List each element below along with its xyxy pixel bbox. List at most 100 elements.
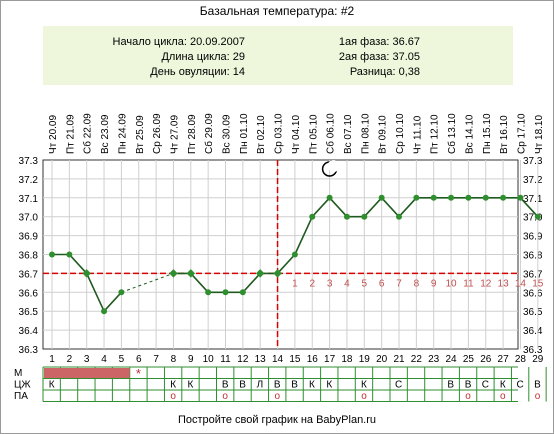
temperature-line-segment	[329, 197, 348, 218]
temperature-point-marked	[169, 269, 178, 278]
y-tick-label-left: 36.9	[19, 232, 39, 243]
phase-day-number: 11	[463, 278, 474, 289]
mucus-mark: В	[239, 380, 246, 391]
date-label: Пт 12.10	[430, 114, 441, 154]
menstruation-bar	[44, 368, 130, 378]
phase-day-number: 8	[414, 278, 420, 289]
temperature-line-segment	[363, 197, 383, 218]
day-number-label: 12	[237, 354, 249, 365]
day-number-label: 14	[272, 354, 284, 365]
date-label: Пт 21.09	[65, 114, 76, 154]
date-label: Пт 05.10	[308, 114, 319, 154]
test-mark: о	[500, 391, 506, 402]
day-number-label: 26	[480, 354, 492, 365]
mucus-mark: С	[482, 380, 489, 391]
phase1-temp-label: 1ая фаза: 36.67	[338, 36, 420, 48]
date-label: Вс 30.09	[222, 114, 233, 154]
day-number-label: 23	[428, 354, 440, 365]
date-label: Пн 15.10	[482, 113, 493, 154]
date-label: Вс 14.10	[464, 114, 475, 154]
temperature-line-segment	[190, 272, 209, 293]
day-number-label: 4	[101, 354, 107, 365]
mucus-mark: К	[188, 380, 194, 391]
temperature-line-segment	[85, 273, 105, 312]
temperature-point	[66, 251, 73, 258]
temperature-point-marked	[186, 269, 196, 278]
temperature-point	[101, 308, 108, 315]
temperature-point	[396, 213, 402, 220]
y-tick-label-right: 37.0	[523, 213, 543, 224]
day-number-label: 10	[203, 354, 215, 365]
temperature-point	[448, 194, 455, 201]
phase-day-number: 13	[498, 278, 510, 289]
date-label: Вс 23.09	[100, 114, 111, 154]
star-icon: *	[136, 366, 141, 381]
phase-day-number: 14	[515, 278, 527, 289]
temperature-line-segment	[242, 272, 261, 293]
temperature-point-marked	[82, 269, 91, 278]
day-number-label: 18	[341, 354, 353, 365]
day-number-label: 21	[393, 354, 405, 365]
day-number-label: 25	[463, 354, 475, 365]
date-label: Вт 25.09	[135, 115, 146, 154]
y-tick-label-left: 36.8	[19, 251, 39, 262]
date-label: Вт 09.10	[378, 115, 389, 154]
y-tick-label-left: 37.3	[19, 156, 39, 167]
test-mark: о	[222, 391, 228, 402]
y-tick-label-left: 37.1	[19, 194, 39, 205]
date-label: Чт 27.09	[169, 115, 180, 154]
y-tick-label-right: 37.2	[523, 175, 543, 186]
day-number-label: 19	[359, 354, 371, 365]
date-label: Чт 11.10	[412, 115, 423, 154]
y-tick-label-left: 36.5	[19, 307, 39, 318]
temperature-point	[413, 194, 420, 201]
temperature-point	[291, 251, 298, 258]
phase-day-number: 6	[379, 278, 385, 289]
chart-title: Базальная температура: #2	[199, 4, 355, 18]
y-tick-label-right: 36.6	[523, 288, 543, 299]
y-tick-label-right: 37.3	[523, 156, 543, 167]
mucus-mark: К	[49, 380, 55, 391]
row-label: ЦЖ	[14, 380, 31, 391]
phase-day-number: 15	[532, 278, 544, 289]
test-mark: о	[465, 391, 471, 402]
date-label: Ср 10.10	[395, 113, 406, 154]
cycle-summary-panel: Начало цикла: 20.09.2007 Длина цикла: 29…	[43, 26, 513, 85]
date-label: Сб 06.10	[325, 113, 337, 154]
y-tick-label-left: 36.7	[19, 269, 39, 280]
day-number-label: 27	[498, 354, 510, 365]
date-label: Сб 22.09	[82, 113, 94, 154]
temperature-line-segment	[311, 197, 331, 218]
mucus-mark: В	[274, 380, 281, 391]
phase-difference-label: Разница: 0,38	[349, 66, 420, 78]
day-number-label: 2	[67, 354, 73, 365]
ovulation-day-label: День овуляции: 14	[150, 66, 245, 78]
date-label: Чт 18.10	[534, 115, 545, 154]
footer-link[interactable]: Постройте свой график на BabyPlan.ru	[177, 414, 377, 426]
date-label: Вт 02.10	[256, 115, 267, 154]
day-number-label: 17	[324, 354, 336, 365]
temperature-line-segment	[103, 291, 122, 312]
temperature-gap-line	[121, 272, 174, 293]
date-label: Вт 16.10	[499, 115, 510, 154]
day-number-label: 13	[255, 354, 267, 365]
day-number-label: 8	[171, 354, 177, 365]
temperature-point	[465, 194, 472, 201]
date-label: Чт 04.10	[291, 115, 302, 154]
temperature-point	[517, 194, 524, 201]
temperature-point	[482, 194, 489, 201]
mucus-mark: В	[291, 380, 298, 391]
mucus-mark: К	[500, 380, 506, 391]
date-label: Пн 01.10	[239, 113, 250, 154]
phase-day-number: 3	[327, 278, 333, 289]
day-number-label: 24	[445, 354, 457, 365]
test-mark: о	[535, 391, 541, 402]
y-tick-label-right: 36.9	[523, 232, 543, 243]
temperature-point-marked	[255, 269, 265, 278]
date-label: Чт 20.09	[48, 115, 59, 154]
y-tick-label-right: 36.3	[523, 345, 543, 356]
y-tick-label-left: 36.4	[19, 326, 39, 337]
day-number-label: 11	[220, 354, 231, 365]
test-mark: о	[274, 391, 280, 402]
